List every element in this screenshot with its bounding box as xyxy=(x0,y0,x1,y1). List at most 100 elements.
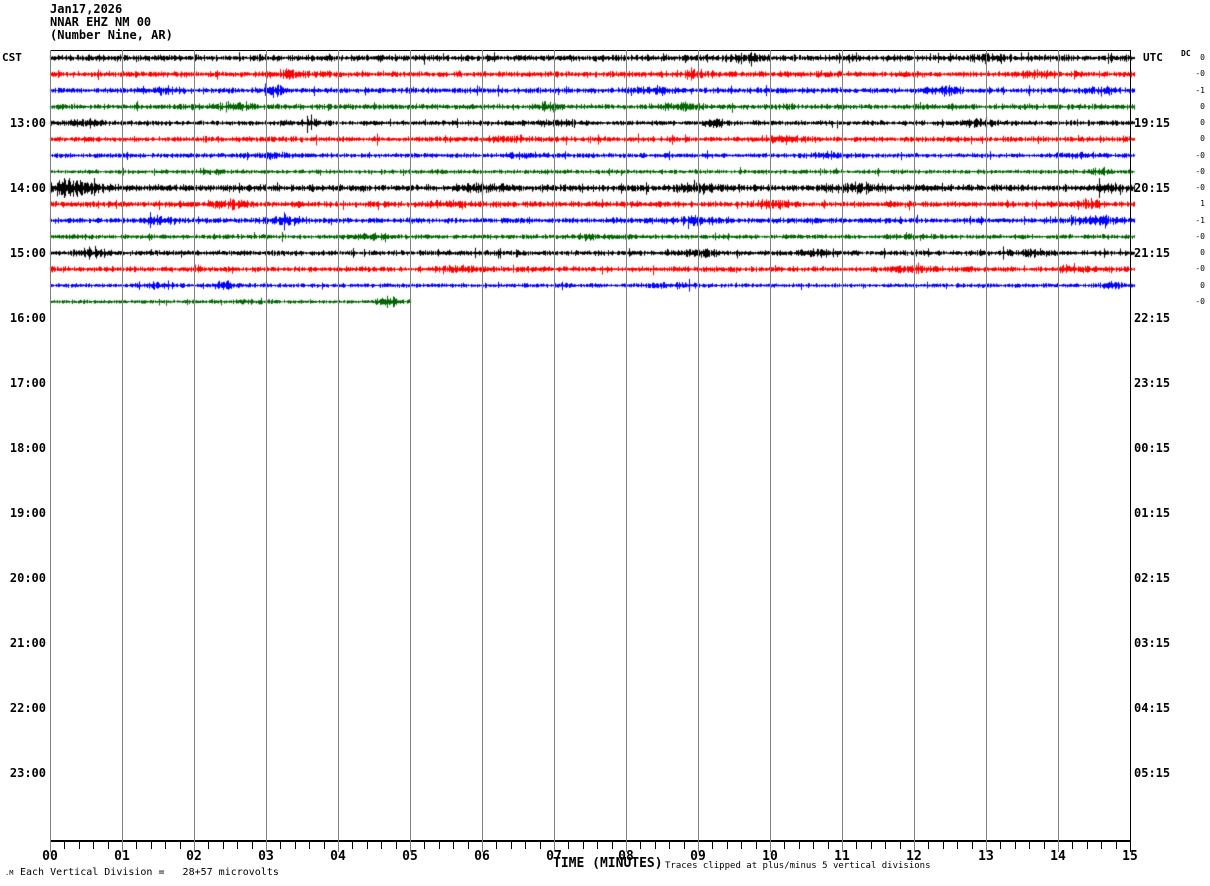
utc-hour-label: 20:15 xyxy=(1134,181,1171,195)
minor-tick xyxy=(712,842,713,849)
dc-value: 0 xyxy=(1200,118,1205,127)
cst-hour-label: 17:00 xyxy=(9,376,46,390)
dc-value: 0 xyxy=(1200,53,1205,62)
utc-hour-label: 19:15 xyxy=(1134,116,1171,130)
minor-tick xyxy=(741,842,742,849)
utc-hour-label: 04:15 xyxy=(1134,701,1171,715)
utc-hour-label: 03:15 xyxy=(1134,636,1171,650)
x-tick-label: 01 xyxy=(114,849,130,864)
minor-tick xyxy=(511,842,512,849)
corner-mark: .M xyxy=(5,869,14,877)
dc-value: -1 xyxy=(1195,215,1205,225)
cst-hour-label: 15:00 xyxy=(9,246,46,260)
minor-tick xyxy=(496,842,497,849)
minor-tick xyxy=(813,842,814,849)
minor-tick xyxy=(280,842,281,849)
x-tick-label: 02 xyxy=(186,849,202,864)
minor-tick xyxy=(583,842,584,849)
plot-top-border xyxy=(50,50,1131,51)
minute-gridline xyxy=(50,50,51,852)
utc-hour-label: 01:15 xyxy=(1134,506,1171,520)
cst-hour-label: 23:00 xyxy=(9,766,46,780)
cst-hour-label: 13:00 xyxy=(9,116,46,130)
minor-tick xyxy=(756,842,757,849)
minute-gridline xyxy=(770,50,771,852)
minor-tick xyxy=(597,842,598,849)
minor-tick xyxy=(655,842,656,849)
minor-tick xyxy=(165,842,166,849)
x-tick-label: 10 xyxy=(762,849,778,864)
minute-gridline xyxy=(266,50,267,852)
minor-tick xyxy=(540,842,541,849)
minor-tick xyxy=(237,842,238,849)
x-tick-label: 15 xyxy=(1122,849,1138,864)
x-tick-label: 07 xyxy=(546,849,562,864)
minor-tick xyxy=(396,842,397,849)
utc-hour-label: 02:15 xyxy=(1134,571,1171,585)
cst-hour-label: 18:00 xyxy=(9,441,46,455)
left-timezone-label: CST xyxy=(2,51,22,64)
minute-gridline xyxy=(914,50,915,852)
dc-value: -0 xyxy=(1195,231,1205,241)
minor-tick xyxy=(856,842,857,849)
minor-tick xyxy=(1072,842,1073,849)
dc-value: 0 xyxy=(1200,101,1205,111)
dc-value: -0 xyxy=(1195,296,1205,306)
minute-gridline xyxy=(986,50,987,852)
minor-tick xyxy=(972,842,973,849)
header-station-name: (Number Nine, AR) xyxy=(50,28,173,42)
utc-hour-label: 22:15 xyxy=(1134,311,1171,325)
minor-tick xyxy=(1087,842,1088,849)
cst-hour-label: 19:00 xyxy=(9,506,46,520)
minor-tick xyxy=(223,842,224,849)
dc-value: -0 xyxy=(1195,183,1205,192)
minor-tick xyxy=(108,842,109,849)
clipping-note: Traces clipped at plus/minus 5 vertical … xyxy=(665,861,931,871)
minor-tick xyxy=(295,842,296,849)
x-tick-label: 13 xyxy=(978,849,994,864)
minor-tick xyxy=(180,842,181,849)
dc-value: 1 xyxy=(1200,199,1205,209)
minute-gridline xyxy=(194,50,195,852)
x-axis-line xyxy=(50,840,1131,842)
minor-tick xyxy=(151,842,152,849)
x-tick-label: 05 xyxy=(402,849,418,864)
minor-tick xyxy=(828,842,829,849)
minor-tick xyxy=(885,842,886,849)
minor-tick xyxy=(468,842,469,849)
x-tick-label: 11 xyxy=(834,849,850,864)
utc-hour-label: 05:15 xyxy=(1134,766,1171,780)
dc-value: 0 xyxy=(1200,134,1205,144)
minute-gridline xyxy=(554,50,555,852)
minor-tick xyxy=(957,842,958,849)
utc-hour-label: 23:15 xyxy=(1134,376,1171,390)
minor-tick xyxy=(1116,842,1117,849)
minor-tick xyxy=(900,842,901,849)
minute-gridline xyxy=(1058,50,1059,852)
minor-tick xyxy=(1044,842,1045,849)
minor-tick xyxy=(439,842,440,849)
x-tick-label: 08 xyxy=(618,849,634,864)
minor-tick xyxy=(1015,842,1016,849)
minor-tick xyxy=(525,842,526,849)
minor-tick xyxy=(352,842,353,849)
dc-value: -0 xyxy=(1195,166,1205,176)
minor-tick xyxy=(252,842,253,849)
minor-tick xyxy=(1029,842,1030,849)
minor-tick xyxy=(612,842,613,849)
minor-tick xyxy=(568,842,569,849)
vertical-division-scale-note: Each Vertical Division = 28+57 microvolt… xyxy=(20,867,279,878)
minor-tick xyxy=(684,842,685,849)
cst-hour-label: 22:00 xyxy=(9,701,46,715)
minor-tick xyxy=(208,842,209,849)
header-date: Jan17,2026 xyxy=(50,2,123,16)
x-tick-label: 09 xyxy=(690,849,706,864)
minute-gridline xyxy=(482,50,483,852)
x-tick-label: 00 xyxy=(42,849,58,864)
minor-tick xyxy=(928,842,929,849)
x-tick-label: 14 xyxy=(1050,849,1066,864)
dc-value: -0 xyxy=(1195,264,1205,274)
minor-tick xyxy=(640,842,641,849)
